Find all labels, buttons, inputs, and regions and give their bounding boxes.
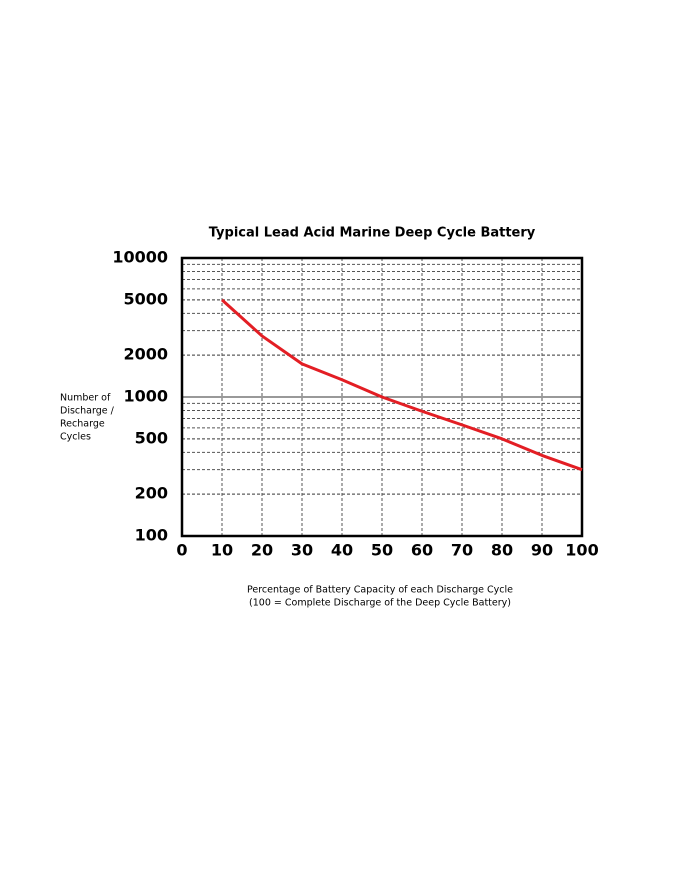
- y-axis-label: Discharge /: [60, 406, 115, 417]
- x-tick-label: 50: [371, 541, 393, 560]
- x-tick-label: 100: [565, 541, 598, 560]
- x-tick-label: 70: [451, 541, 473, 560]
- data-line: [220, 298, 583, 472]
- y-tick-label: 1000: [123, 387, 168, 406]
- plot-frame: [180, 256, 584, 538]
- x-tick-label: 60: [411, 541, 433, 560]
- y-axis-label: Cycles: [60, 432, 91, 443]
- y-tick-label: 100: [135, 526, 168, 545]
- y-tick-label: 5000: [123, 289, 168, 308]
- chart-title: Typical Lead Acid Marine Deep Cycle Batt…: [209, 226, 536, 241]
- y-tick-label: 2000: [123, 345, 168, 364]
- x-tick-label: 0: [176, 541, 187, 560]
- y-tick-label: 200: [135, 484, 168, 503]
- x-tick-label: 90: [531, 541, 553, 560]
- x-tick-label: 10: [211, 541, 233, 560]
- x-tick-label: 20: [251, 541, 273, 560]
- y-tick-label: 10000: [112, 248, 168, 267]
- x-tick-label: 80: [491, 541, 513, 560]
- y-tick-label: 500: [135, 428, 168, 447]
- x-axis-label: (100 = Complete Discharge of the Deep Cy…: [249, 598, 511, 609]
- x-tick-label: 40: [331, 541, 353, 560]
- y-axis-label: Number of: [60, 393, 111, 404]
- x-tick-label: 30: [291, 541, 313, 560]
- y-axis-label: Recharge: [60, 419, 105, 430]
- x-axis-label: Percentage of Battery Capacity of each D…: [247, 585, 513, 596]
